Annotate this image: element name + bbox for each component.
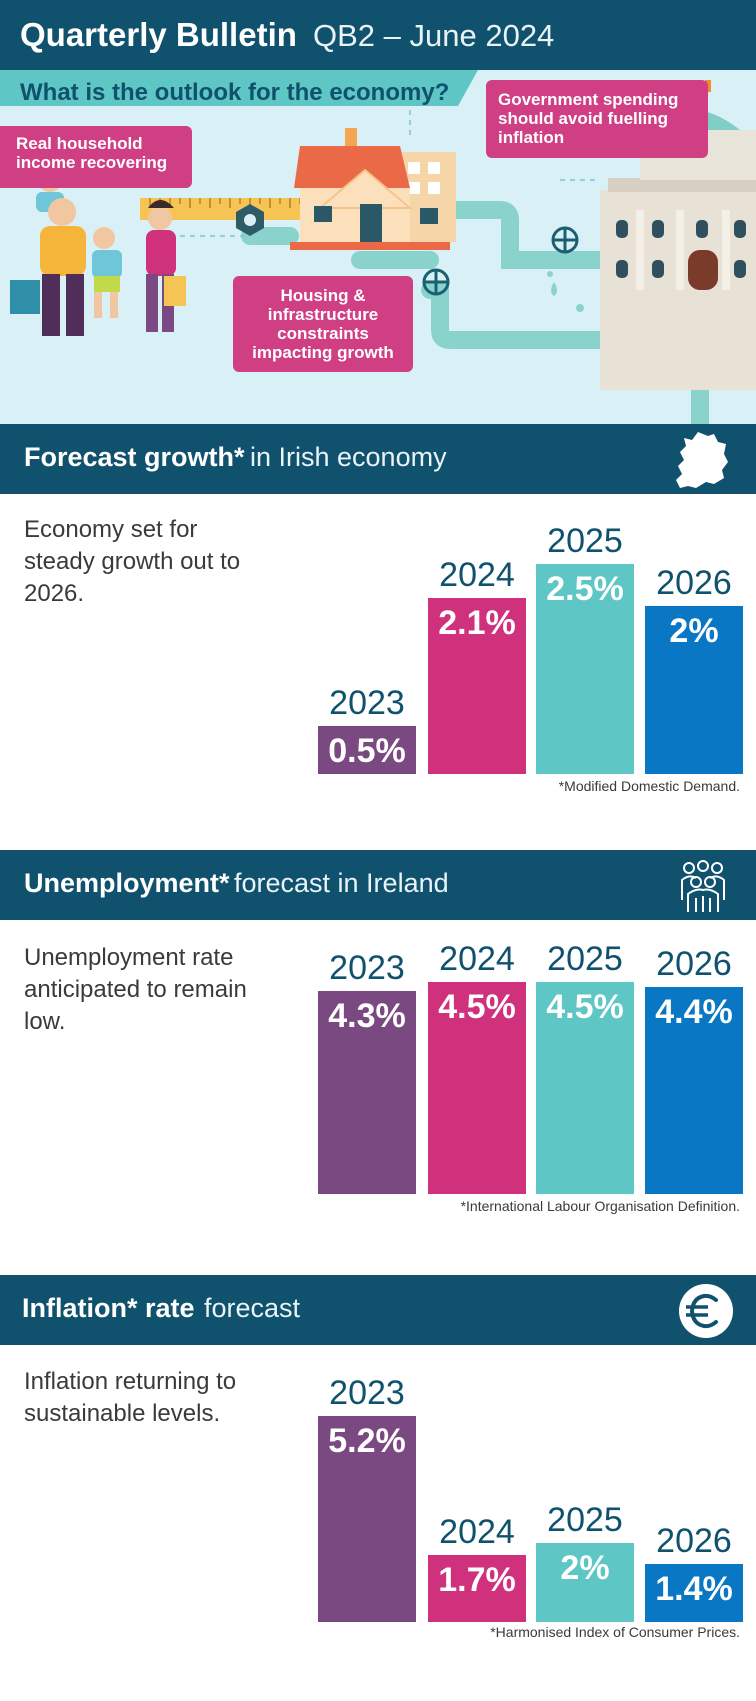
valve-icon	[422, 226, 579, 296]
page-subtitle: QB2 – June 2024	[313, 18, 555, 53]
question-banner	[0, 70, 478, 106]
section-description-unemployment: Unemployment rate anticipated to remain …	[24, 944, 247, 1035]
bar-value-label: 4.5%	[438, 988, 516, 1026]
bar-year-label: 2023	[329, 1374, 405, 1412]
bar-value-label: 4.5%	[546, 988, 624, 1026]
bar-value-label: 4.3%	[328, 997, 406, 1036]
inflation-chart: 5.2% 2023 1.7% 2024 2% 2025 1.4% 2026	[0, 1370, 756, 1622]
bar-value-label: 2%	[669, 612, 719, 650]
bar-year-label: 2025	[547, 1500, 623, 1539]
bar-year-label: 2024	[439, 1512, 515, 1551]
section-header-growth: Forecast growth* in Irish economy	[0, 424, 756, 494]
bar-year-label: 2023	[329, 684, 405, 722]
ireland-map-icon	[676, 432, 728, 488]
bar-year-label: 2024	[439, 555, 515, 594]
bar-2026	[645, 986, 743, 1194]
footnote-inflation: *Harmonised Index of Consumer Prices.	[490, 1624, 740, 1640]
bar-value-label: 2.5%	[546, 570, 624, 608]
hero-illustration: What is the outlook for the economy? Rea…	[0, 70, 756, 424]
bar-2023	[318, 991, 416, 1194]
bar-year-label: 2023	[329, 949, 405, 988]
bar-value-label: 5.2%	[328, 1422, 406, 1460]
bar-2025	[536, 564, 634, 774]
footnote-growth: *Modified Domestic Demand.	[558, 778, 740, 794]
footnote-unemployment: *International Labour Organisation Defin…	[460, 1198, 740, 1214]
family-icon	[10, 168, 186, 336]
euro-icon	[679, 1284, 733, 1338]
section-title-bold: Unemployment*	[24, 868, 230, 898]
bar-year-label: 2026	[656, 944, 732, 983]
section-header-unemployment: Unemployment* forecast in Ireland	[0, 850, 756, 920]
bar-year-label: 2025	[547, 522, 623, 560]
bar-2024	[428, 597, 526, 774]
government-building-icon	[600, 80, 756, 390]
growth-chart: 0.5% 2023 2.1% 2024 2.5% 2025 2% 2026	[0, 494, 756, 774]
unemployment-chart: 4.3% 2023 4.5% 2024 4.5% 2025 4.4% 2026	[0, 940, 756, 1194]
section-header-inflation: Inflation* rate forecast	[0, 1275, 756, 1345]
hero-question: What is the outlook for the economy?	[20, 79, 450, 106]
people-group-icon	[681, 860, 725, 912]
section-title-light: forecast	[204, 1293, 301, 1323]
bar-2024	[428, 982, 526, 1194]
section-title-bold: Inflation* rate	[22, 1293, 195, 1323]
section-title-bold: Forecast growth*	[24, 442, 245, 472]
bar-value-label: 1.4%	[655, 1570, 733, 1608]
page-header: Quarterly Bulletin QB2 – June 2024	[0, 0, 756, 70]
house-icon	[290, 128, 456, 250]
bar-value-label: 2.1%	[438, 603, 516, 642]
bar-2025	[536, 982, 634, 1194]
bar-value-label: 4.4%	[655, 992, 733, 1031]
section-description-inflation: Inflation returning to sustainable level…	[24, 1368, 237, 1427]
bar-year-label: 2026	[656, 1522, 732, 1560]
callout-housing-infrastructure: Housing & infrastructure constraints imp…	[233, 276, 413, 372]
callout-government-spending: Government spending should avoid fuellin…	[486, 80, 708, 158]
bar-year-label: 2026	[656, 564, 732, 602]
bar-2024	[428, 1554, 526, 1622]
bar-2026	[645, 606, 743, 774]
bar-year-label: 2025	[547, 940, 623, 978]
callout-household-income: Real household income recovering	[0, 126, 192, 188]
section-title-light: forecast in Ireland	[234, 868, 449, 898]
bar-year-label: 2024	[439, 940, 515, 978]
bar-value-label: 0.5%	[328, 732, 406, 770]
bar-value-label: 2%	[560, 1548, 610, 1587]
bar-2026	[645, 1564, 743, 1622]
nut-icon	[236, 204, 264, 236]
bar-value-label: 1.7%	[438, 1560, 516, 1599]
hero-scene	[10, 80, 756, 424]
bar-2023	[318, 726, 416, 774]
bar-2023	[318, 1416, 416, 1622]
page-title: Quarterly Bulletin	[20, 16, 297, 53]
bar-2025	[536, 1542, 634, 1622]
section-description-growth: Economy set for steady growth out to 202…	[24, 516, 241, 607]
section-title-light: in Irish economy	[250, 442, 447, 472]
